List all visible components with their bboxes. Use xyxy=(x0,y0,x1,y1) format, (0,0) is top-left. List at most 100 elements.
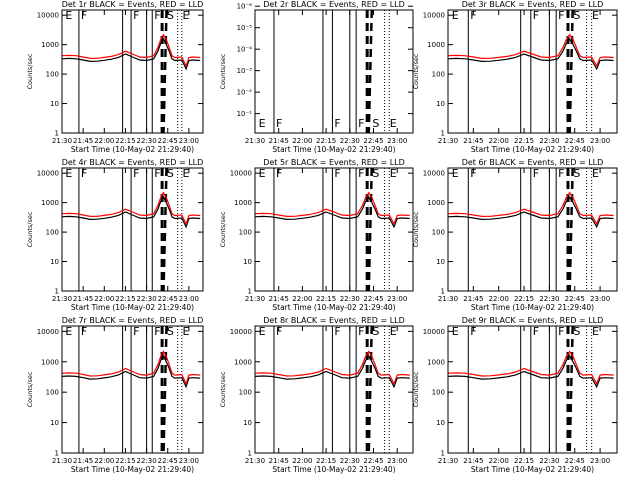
x-tick-label: 21:45 xyxy=(73,457,93,465)
x-tick-label: 22:30 xyxy=(340,137,360,145)
y-tick-label: 10000 xyxy=(230,170,252,178)
x-tick-label: 23:00 xyxy=(179,295,199,303)
x-tick-label: 22:15 xyxy=(514,457,534,465)
lld-series-line xyxy=(61,191,201,226)
event-marker-label: F xyxy=(133,9,139,22)
x-tick-label: 22:00 xyxy=(292,137,312,145)
x-tick-label: 22:15 xyxy=(115,457,135,465)
y-tick-label: 1000 xyxy=(234,358,252,366)
flare-start-dashed-line xyxy=(367,167,374,292)
lld-series-line xyxy=(61,33,201,68)
flare-start-dashed-line xyxy=(568,167,574,292)
event-marker-label: F xyxy=(276,167,282,180)
y-tick-label: 10 xyxy=(436,419,445,427)
y-tick-label: 1 xyxy=(55,130,59,138)
event-marker-label: F xyxy=(276,117,282,130)
event-marker-label: S xyxy=(372,167,379,180)
event-marker-label: F xyxy=(470,9,476,22)
x-tick-label: 22:15 xyxy=(115,137,135,145)
event-marker-label: E xyxy=(182,9,189,22)
events-series-line xyxy=(254,355,410,389)
plot-frame xyxy=(254,325,414,454)
events-series-line xyxy=(61,355,201,389)
y-tick-label: 100 xyxy=(46,389,59,397)
event-marker-label: F xyxy=(533,167,539,180)
x-axis-label: Start Time (10-May-02 21:29:40) xyxy=(71,303,194,312)
x-tick-label: 21:45 xyxy=(463,457,483,465)
event-marker-label: F xyxy=(470,325,476,338)
x-axis-label: Start Time (10-May-02 21:29:40) xyxy=(272,303,395,312)
x-tick-label: 22:30 xyxy=(137,295,157,303)
x-tick-label: 22:45 xyxy=(363,295,383,303)
event-marker-label: F xyxy=(533,325,539,338)
flare-start-dashed-line xyxy=(367,325,374,454)
x-tick-label: 21:45 xyxy=(73,295,93,303)
y-axis-label: Counts/sec xyxy=(412,211,420,247)
x-tick-label: 21:30 xyxy=(438,295,458,303)
flare-start-dashed-line xyxy=(162,167,168,292)
x-tick-label: 21:30 xyxy=(438,137,458,145)
event-marker-label: F xyxy=(334,117,340,130)
y-axis-label: Counts/sec xyxy=(219,371,227,407)
event-marker-label: E xyxy=(65,325,72,338)
flare-start-dashed-line xyxy=(568,325,574,454)
event-marker-label: E xyxy=(592,325,599,338)
panel-title: Det 6r BLACK = Events, RED = LLD xyxy=(462,158,604,167)
x-tick-label: 22:45 xyxy=(363,457,383,465)
event-marker-label: E xyxy=(452,325,459,338)
event-marker-label: F xyxy=(558,325,564,338)
events-series-line xyxy=(447,355,614,389)
flare-start-dashed-line xyxy=(367,9,374,134)
event-marker-label: F xyxy=(358,167,364,180)
event-marker-label: E xyxy=(390,167,397,180)
panel-title: Det 7r BLACK = Events, RED = LLD xyxy=(62,316,204,325)
x-axis-label: Start Time (10-May-02 21:29:40) xyxy=(272,145,395,154)
plot-frame xyxy=(447,167,618,292)
event-marker-label: E xyxy=(452,9,459,22)
y-axis-label: Counts/sec xyxy=(26,371,34,407)
panel-title: Det 4r BLACK = Events, RED = LLD xyxy=(62,158,204,167)
x-tick-label: 21:30 xyxy=(52,457,72,465)
y-tick-label: 100 xyxy=(432,71,445,79)
event-marker-label: S xyxy=(573,167,580,180)
x-tick-label: 21:30 xyxy=(52,295,72,303)
events-series-line xyxy=(447,196,614,229)
event-marker-label: F xyxy=(154,325,160,338)
plot-frame xyxy=(61,167,204,292)
panel-title: Det 8r BLACK = Events, RED = LLD xyxy=(263,316,405,325)
plot-frame xyxy=(447,325,618,454)
event-marker-label: E xyxy=(390,117,397,130)
x-tick-label: 21:30 xyxy=(245,137,265,145)
x-tick-label: 23:00 xyxy=(387,137,407,145)
y-tick-label: 1 xyxy=(55,288,59,296)
event-marker-label: E xyxy=(452,167,459,180)
event-marker-label: F xyxy=(533,9,539,22)
y-tick-label: 1 xyxy=(248,288,252,296)
x-tick-label: 22:30 xyxy=(137,137,157,145)
x-tick-label: 21:45 xyxy=(463,295,483,303)
event-marker-label: E xyxy=(259,325,266,338)
x-tick-label: 21:45 xyxy=(73,137,93,145)
event-marker-label: F xyxy=(334,167,340,180)
lld-series-line xyxy=(447,33,614,68)
x-tick-label: 22:45 xyxy=(565,295,585,303)
event-marker-label: E xyxy=(592,9,599,22)
x-tick-label: 22:30 xyxy=(539,295,559,303)
plot-frame xyxy=(61,9,204,134)
y-tick-label: 1 xyxy=(441,130,445,138)
x-tick-label: 22:15 xyxy=(514,295,534,303)
plot-frame xyxy=(447,9,618,134)
x-tick-label: 22:30 xyxy=(539,137,559,145)
y-tick-label: 10 xyxy=(243,419,252,427)
lld-series-line xyxy=(254,350,410,386)
y-tick-label: 1000 xyxy=(41,358,59,366)
y-tick-label: 10 xyxy=(436,100,445,108)
event-marker-label: E xyxy=(259,167,266,180)
event-marker-label: F xyxy=(276,325,282,338)
panel-title: Det 1r BLACK = Events, RED = LLD xyxy=(62,0,204,9)
x-tick-label: 22:00 xyxy=(489,457,509,465)
panel-title: Det 3r BLACK = Events, RED = LLD xyxy=(462,0,604,9)
